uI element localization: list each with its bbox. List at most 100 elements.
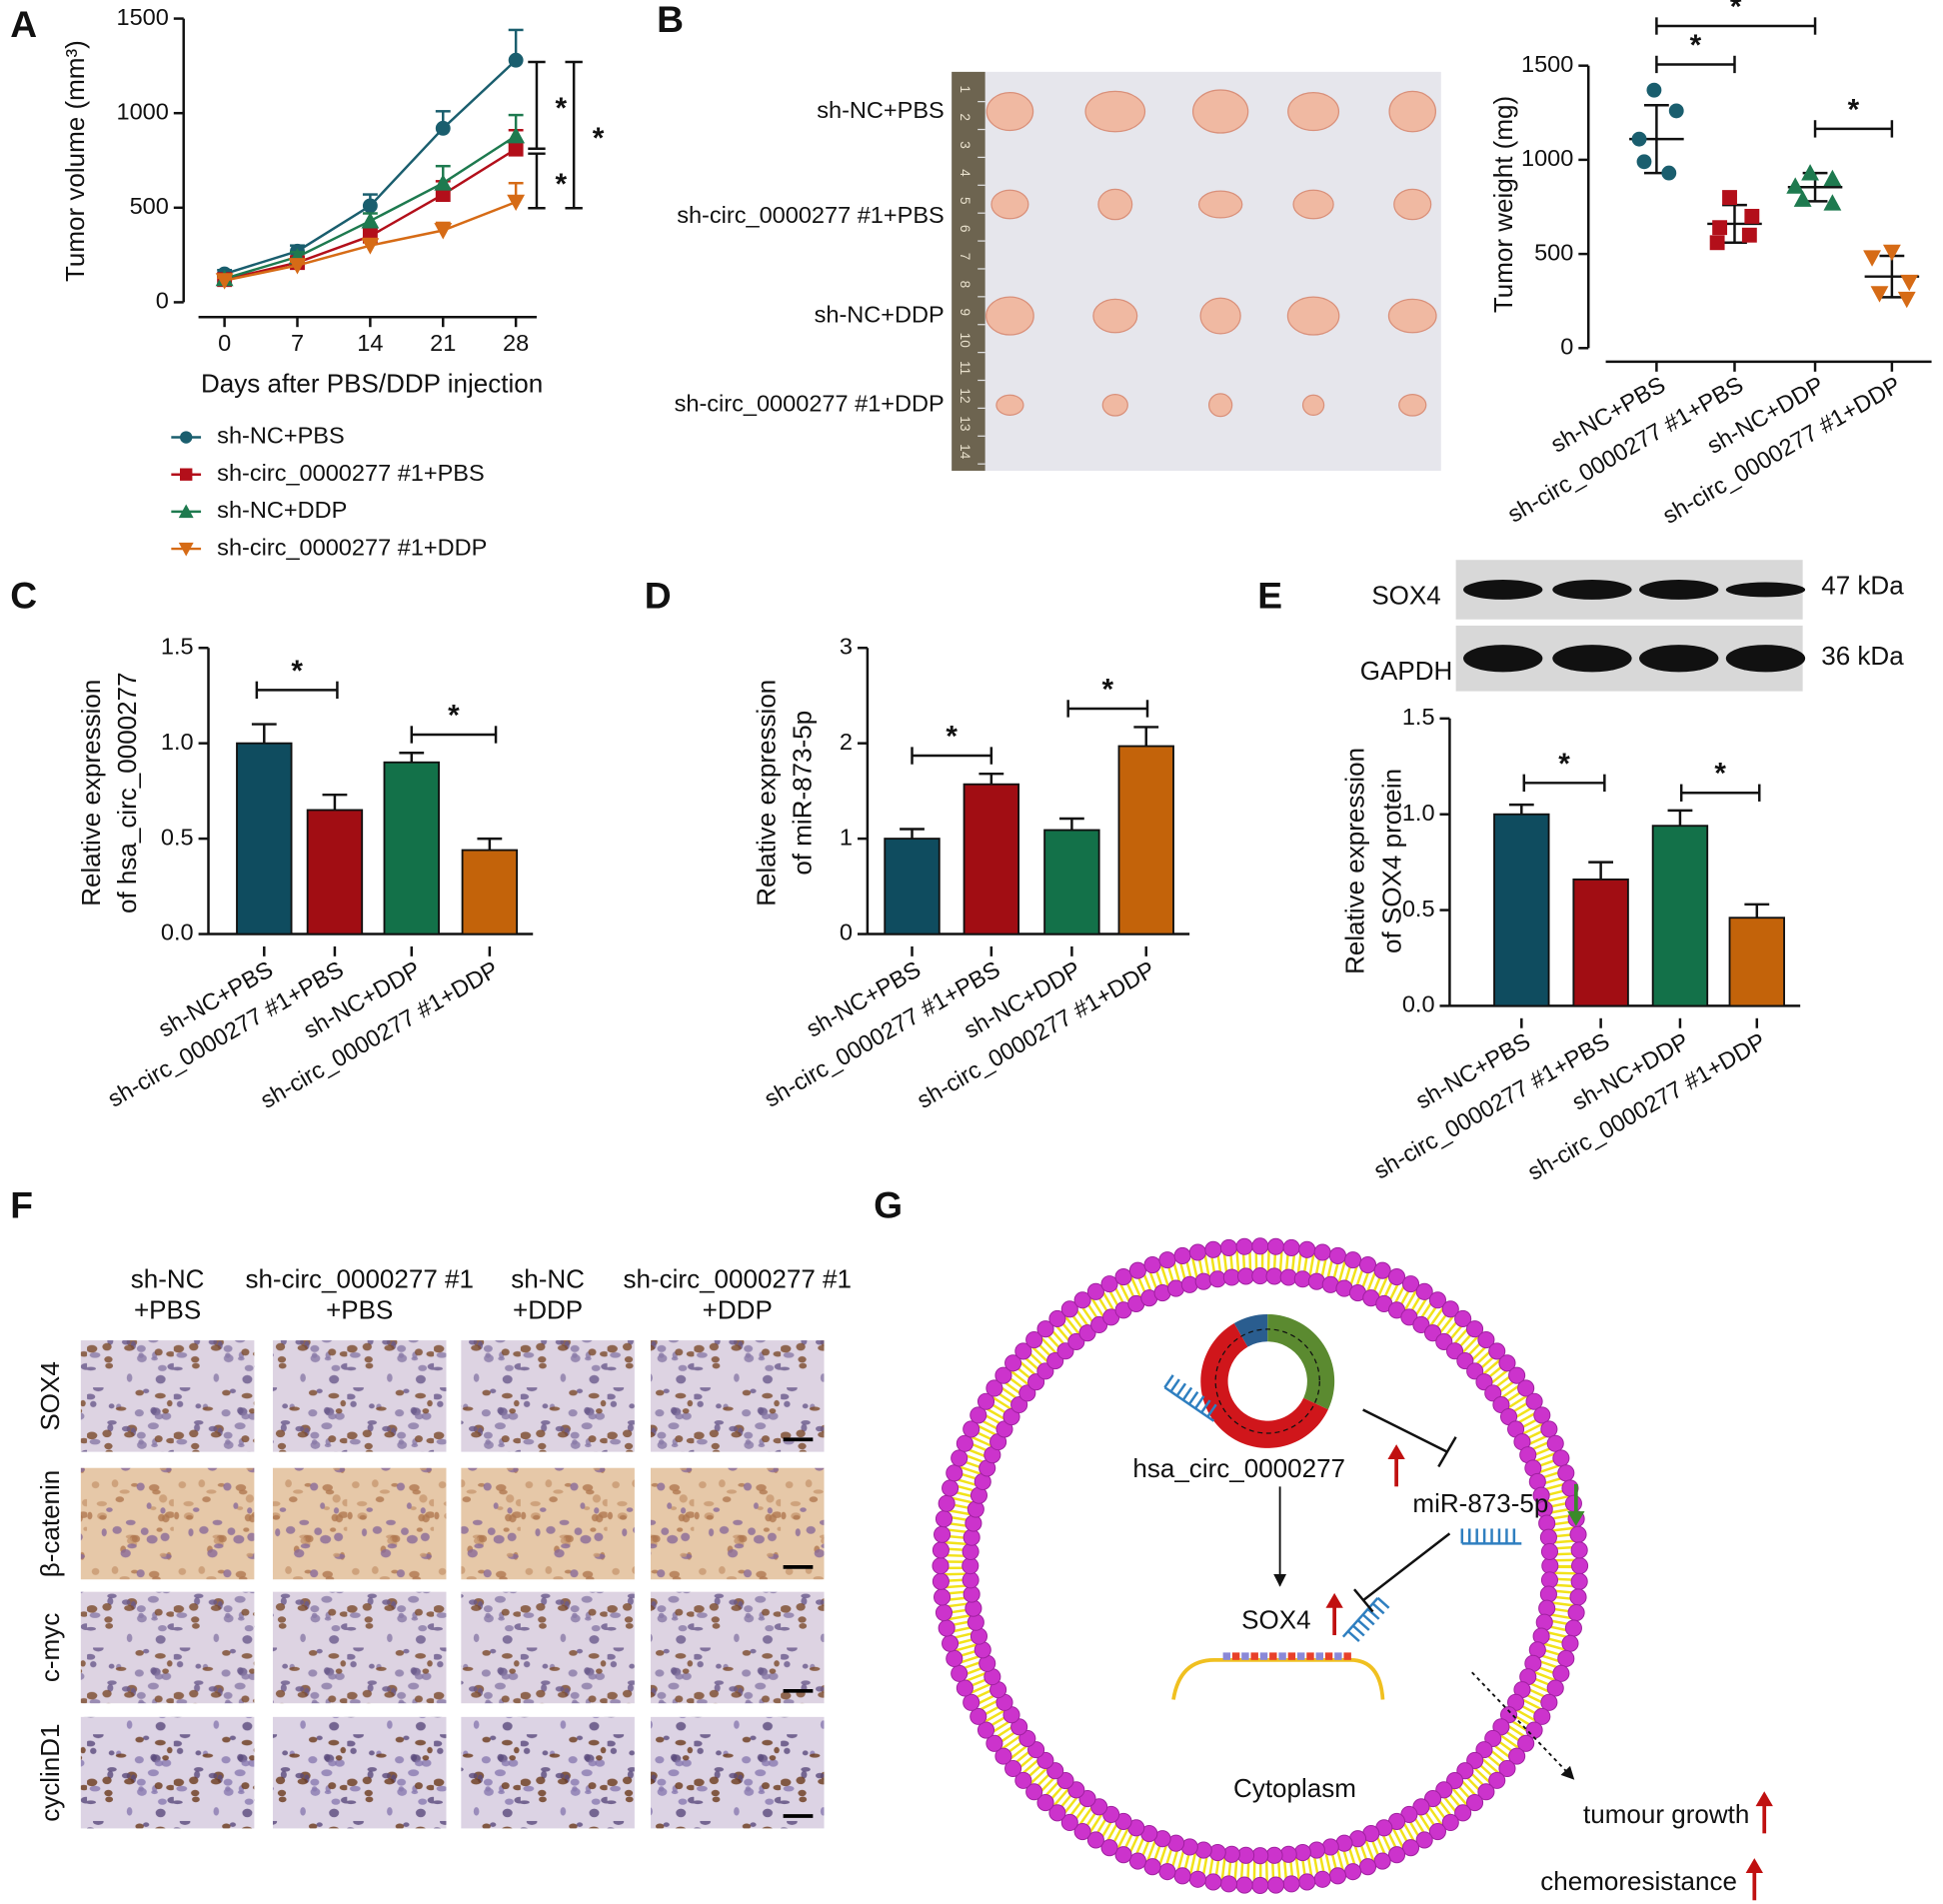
lipid-head [1538, 1599, 1556, 1617]
panel-label: F [10, 1183, 33, 1225]
tumor [1092, 298, 1138, 334]
lipid-head [1498, 1354, 1516, 1372]
lipid-head [1188, 1870, 1206, 1888]
lipid-head [1465, 1320, 1484, 1338]
column-header: +DDP [513, 1294, 583, 1324]
rna-base [1181, 1386, 1193, 1401]
lipid-head [1454, 1804, 1472, 1822]
lipid-head [1251, 1876, 1269, 1894]
y-tick-label: 1000 [116, 98, 168, 124]
ihc-image [650, 1716, 825, 1829]
lipid-head [1533, 1406, 1551, 1424]
ruler-number: 14 [958, 444, 972, 460]
ruler-number: 4 [958, 169, 972, 177]
rna-base [1366, 1608, 1380, 1620]
sig-star: * [1714, 758, 1726, 791]
mrna-base [1343, 1652, 1351, 1660]
lipid-head [1237, 1846, 1255, 1864]
lipid-head [1328, 1867, 1347, 1885]
lipid-head [1036, 1751, 1054, 1769]
marker [434, 223, 453, 240]
lipid-head [1010, 1395, 1028, 1414]
marker [180, 431, 193, 444]
lipid-head [1266, 1876, 1285, 1894]
blot-band [1639, 580, 1719, 600]
lipid-head [1475, 1741, 1493, 1759]
lipid-head [935, 1510, 954, 1528]
rna-base [1175, 1382, 1187, 1397]
lipid-head [1313, 1243, 1331, 1261]
lipid-head [1173, 1246, 1191, 1264]
marker [1744, 208, 1760, 224]
lipid-head [1048, 1309, 1066, 1328]
sig-star: * [1848, 93, 1860, 126]
size-label: 47 kDa [1821, 570, 1904, 600]
rna-base [1376, 1596, 1390, 1609]
lipid-head [1508, 1747, 1526, 1765]
lipid-head [938, 1619, 956, 1637]
lipid-head [1508, 1366, 1526, 1384]
ihc-image [272, 1591, 447, 1704]
mirna-label: miR-873-5p [1412, 1488, 1548, 1518]
mrna-base [1287, 1652, 1296, 1660]
lipid-head [1114, 1846, 1132, 1864]
lipid-head [1102, 1805, 1120, 1823]
lipid-head [1298, 1240, 1316, 1258]
lipid-head [1060, 1300, 1078, 1318]
lipid-head [1180, 1275, 1198, 1293]
y-tick-label: 1.0 [1402, 800, 1435, 826]
lipid-head [1540, 1420, 1558, 1438]
tumor [1393, 188, 1432, 221]
lipid-head [1194, 1272, 1212, 1290]
x-tick-label: 28 [503, 330, 529, 356]
bar [1493, 813, 1550, 1007]
lipid-head [1004, 1759, 1022, 1778]
lipid-head [1488, 1342, 1506, 1360]
x-tick-label: 0 [218, 330, 231, 356]
photo-bg [952, 71, 1441, 471]
ruler-number: 9 [958, 309, 972, 317]
lipid-head [1570, 1541, 1588, 1559]
lipid-head [1435, 1332, 1453, 1350]
lipid-head [1251, 1237, 1269, 1255]
y-tick-label: 1.5 [1402, 704, 1435, 730]
y-tick-label: 1.5 [161, 633, 194, 659]
lipid-head [1307, 1841, 1325, 1859]
lipid-head [1533, 1707, 1551, 1725]
lipid-head [1387, 1268, 1406, 1286]
lipid-head [1552, 1664, 1570, 1682]
lipid-head [970, 1627, 988, 1645]
marker [362, 198, 378, 214]
ruler-number: 2 [958, 113, 972, 121]
lipid-head [1387, 1846, 1406, 1864]
marker [1712, 220, 1728, 236]
outcome-label: tumour growth [1583, 1799, 1749, 1829]
lipid-head [1143, 1256, 1161, 1274]
lipid-head [963, 1585, 980, 1603]
lipid-head [1237, 1267, 1255, 1285]
gene-label: SOX4 [1241, 1604, 1310, 1634]
marker [178, 542, 194, 557]
lipid-head [956, 1434, 973, 1452]
mrna-base [1315, 1652, 1323, 1660]
lipid-head [1204, 1873, 1222, 1891]
tumor [1197, 190, 1243, 219]
panel-label: A [10, 3, 37, 45]
lipid-head [1539, 1585, 1557, 1603]
lipid-head [1488, 1771, 1506, 1789]
lipid-head [1465, 1794, 1484, 1812]
lipid-head [1539, 1528, 1557, 1546]
marker [507, 194, 526, 212]
marker [1661, 165, 1677, 181]
legend-label: sh-circ_0000277 #1+DDP [217, 534, 487, 560]
legend-label: sh-NC+PBS [217, 423, 345, 449]
ihc-image [461, 1467, 635, 1580]
lipid-head [963, 1420, 980, 1438]
lipid-head [1090, 1798, 1108, 1816]
lipid-head [1067, 1781, 1085, 1799]
lipid-head [1475, 1373, 1493, 1391]
mrna-base [1222, 1652, 1231, 1660]
sig-star: * [1558, 748, 1570, 781]
circrna-segment [1200, 1322, 1328, 1448]
lipid-head [1251, 1267, 1269, 1285]
